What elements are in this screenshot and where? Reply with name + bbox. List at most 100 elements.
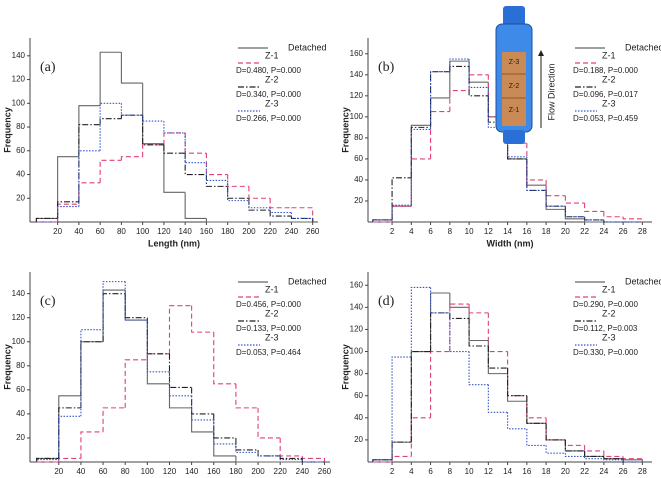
histogram-step xyxy=(205,218,228,223)
y-tick-label: 40 xyxy=(354,413,363,422)
histogram-step xyxy=(269,207,292,214)
legend-label: Detached xyxy=(288,42,327,52)
x-tick-label: 220 xyxy=(263,227,277,236)
histogram-step xyxy=(58,407,81,459)
histogram-step xyxy=(507,368,527,397)
y-tick-label: 60 xyxy=(16,146,25,155)
histogram-step xyxy=(213,431,236,457)
histogram-step xyxy=(80,341,104,396)
y-tick-label: 140 xyxy=(12,51,26,60)
y-tick-label: 20 xyxy=(16,433,25,442)
x-tick-label: 120 xyxy=(163,467,177,476)
panel-label: (d) xyxy=(378,294,395,309)
x-axis-title: Width (nm) xyxy=(487,238,534,248)
legend-label: Detached xyxy=(625,276,661,286)
y-tick-label: 40 xyxy=(354,175,363,184)
histogram-step xyxy=(142,115,164,146)
histogram-step xyxy=(235,443,259,453)
histogram-step xyxy=(430,312,450,352)
x-tick-label: 16 xyxy=(522,467,531,476)
histogram-step xyxy=(279,455,303,461)
histogram-step xyxy=(227,174,249,187)
flow-label: Flow Direction xyxy=(546,63,556,120)
histogram-step xyxy=(545,190,566,207)
y-tick-label: 100 xyxy=(350,347,364,356)
histogram-step xyxy=(120,156,143,161)
histogram-step xyxy=(564,453,585,458)
histogram-step xyxy=(430,71,450,128)
x-tick-label: 200 xyxy=(242,227,256,236)
panel: 20 40 60 80 100 120 140 20 40 60 80 100 120 140 160 180… xyxy=(2,272,332,476)
histogram-step xyxy=(449,60,470,98)
histogram-step xyxy=(410,350,431,443)
histogram-step xyxy=(584,450,604,458)
histogram-step xyxy=(468,304,489,314)
histogram-step xyxy=(487,384,508,413)
histogram-step xyxy=(102,281,126,330)
x-tick-label: 20 xyxy=(53,227,62,236)
histogram-step xyxy=(205,153,228,176)
histogram-step xyxy=(603,458,624,461)
histogram-step xyxy=(391,356,412,460)
histogram-step xyxy=(78,105,101,157)
histogram-step xyxy=(213,419,236,445)
histogram-step xyxy=(58,457,81,462)
y-tick-label: 80 xyxy=(16,122,25,131)
histogram-step xyxy=(391,205,412,220)
x-tick-label: 140 xyxy=(178,227,192,236)
histogram-step xyxy=(410,126,431,178)
histogram-step xyxy=(391,177,412,220)
histogram-step xyxy=(301,455,326,462)
x-tick-label: 240 xyxy=(285,227,299,236)
histogram-step xyxy=(146,320,170,385)
histogram-step xyxy=(564,439,585,446)
histogram-step xyxy=(449,58,470,72)
histogram-step xyxy=(191,305,214,333)
histogram-step xyxy=(248,198,271,211)
histogram-step xyxy=(184,192,207,219)
x-tick-label: 80 xyxy=(117,227,126,236)
zone-label: Z-1 xyxy=(509,107,520,114)
histogram-step xyxy=(168,371,192,397)
legend-annotation: D=0.053, P=0.464 xyxy=(236,348,301,357)
x-tick-label: 160 xyxy=(207,467,221,476)
y-tick-label: 140 xyxy=(12,289,26,298)
histogram-step xyxy=(248,200,271,209)
x-tick-label: 240 xyxy=(296,467,310,476)
x-tick-label: 16 xyxy=(522,227,531,236)
histogram-step xyxy=(163,143,186,193)
x-axis-title: Length (nm) xyxy=(148,238,200,248)
x-tick-label: 18 xyxy=(542,227,551,236)
x-tick-label: 100 xyxy=(141,467,155,476)
histogram-step xyxy=(142,83,164,145)
x-tick-label: 6 xyxy=(428,467,433,476)
y-tick-label: 100 xyxy=(350,112,364,121)
y-tick-label: 100 xyxy=(12,98,26,107)
x-tick-label: 260 xyxy=(318,467,332,476)
legend-annotation: D=0.133, P=0.000 xyxy=(236,324,301,333)
histogram-step xyxy=(564,195,585,204)
histogram-step xyxy=(545,445,566,454)
histogram-step xyxy=(468,307,489,342)
histogram-step xyxy=(410,286,431,358)
panel-label: (c) xyxy=(40,294,56,309)
histogram-step xyxy=(191,387,214,415)
histogram-step xyxy=(545,417,566,441)
histogram-step xyxy=(191,395,214,421)
x-tick-label: 60 xyxy=(99,467,108,476)
histogram-step xyxy=(80,341,104,408)
histogram-step xyxy=(269,198,292,209)
panel-label: (b) xyxy=(378,60,395,75)
histogram-step xyxy=(163,121,186,134)
legend-label: Z-2 xyxy=(602,308,616,318)
y-tick-label: 100 xyxy=(12,337,26,346)
x-tick-label: 6 xyxy=(428,227,433,236)
histogram-step xyxy=(468,74,489,91)
histogram-step xyxy=(80,431,104,459)
x-tick-label: 14 xyxy=(503,467,512,476)
x-tick-label: 4 xyxy=(409,227,414,236)
y-axis-title: Frequency xyxy=(2,107,12,153)
x-tick-label: 100 xyxy=(136,227,150,236)
